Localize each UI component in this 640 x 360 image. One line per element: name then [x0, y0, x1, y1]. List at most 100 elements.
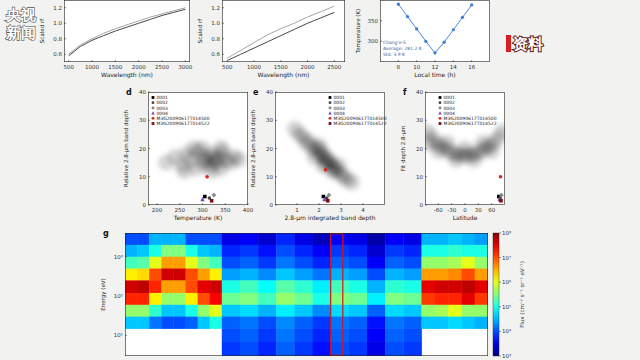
x-axis-label: Temperature (K): [173, 214, 223, 222]
panel-label: e: [253, 88, 259, 97]
x-tick: [319, 203, 320, 205]
heat-cell: [367, 305, 386, 317]
legend-marker: [152, 96, 155, 99]
heat-cell: [149, 293, 162, 305]
heat-cell: [149, 257, 162, 269]
heat-cell: [149, 317, 162, 329]
y-tick-label: 10: [416, 174, 423, 180]
panel: 0001000200030004M3G20090617T014500M3G200…: [123, 88, 254, 222]
heat-cell: [258, 245, 277, 257]
heat-cell: [222, 342, 241, 356]
heat-cell: [294, 233, 313, 245]
colorbar-tick: [499, 356, 501, 357]
heat-cell: [137, 305, 150, 317]
heat-cell: [331, 317, 350, 329]
y-tick: [222, 23, 224, 24]
heat-cell: [240, 257, 259, 269]
heat-cell: [385, 269, 404, 281]
heat-cell: [294, 328, 313, 341]
x-tick-label: 2000: [301, 64, 315, 70]
series-line: [69, 9, 186, 56]
legend-label: M3G20090617T014522: [157, 121, 210, 126]
plot-area: [158, 141, 247, 203]
heat-cell: [367, 233, 386, 245]
heat-cell: [403, 328, 422, 341]
x-tick: [185, 60, 186, 62]
heat-cell: [461, 245, 475, 257]
x-tick: [398, 60, 399, 62]
panel: 10³10⁴10⁵10⁶10⁷10⁸Flux (cm⁻² s⁻¹ sr⁻¹ eV…: [100, 229, 525, 359]
heat-cell: [294, 305, 313, 317]
colorbar-tick: [499, 257, 501, 258]
tag-text: 资料: [513, 35, 543, 53]
y-tick-label: 30: [416, 117, 423, 123]
y-tick-label: 10²: [114, 293, 123, 299]
heat-cell: [385, 342, 404, 356]
legend-marker: [329, 117, 332, 120]
plot-area: [425, 124, 505, 203]
panel: 0001000200030004M3G20090617T014500M3G200…: [250, 88, 387, 222]
heat-cell: [385, 328, 404, 341]
x-tick: [297, 203, 298, 205]
heat-cell: [240, 245, 259, 257]
heat-cell: [276, 245, 295, 257]
heat-cell: [331, 269, 350, 281]
heat-cell: [137, 317, 150, 329]
density-point: [231, 152, 247, 168]
heat-cell: [173, 293, 186, 305]
heat-cell: [210, 317, 223, 329]
heat-cell: [475, 280, 488, 293]
heat-cell: [435, 280, 449, 293]
plot-frame: [275, 92, 384, 204]
heat-cell: [161, 293, 174, 305]
y-tick: [222, 38, 224, 39]
heat-cell: [276, 257, 295, 269]
density-point: [439, 135, 455, 151]
colorbar-tick-label: 10⁵: [502, 304, 511, 310]
heat-cell: [294, 317, 313, 329]
panel-label: g: [103, 229, 109, 238]
x-tick-label: 8: [397, 64, 401, 70]
heat-cell: [210, 233, 223, 245]
plot-area: [287, 121, 360, 203]
legend-marker: [151, 106, 155, 110]
heat-cell: [173, 280, 186, 293]
sample-point: [326, 199, 330, 203]
heat-cell: [125, 293, 138, 305]
colorbar-tick: [499, 331, 501, 332]
heat-cell: [198, 269, 211, 281]
plot-frame: [125, 233, 487, 355]
heat-cell: [421, 269, 435, 281]
y-tick-label: 20: [416, 146, 423, 152]
heat-cell: [367, 317, 386, 329]
heat-cell: [161, 280, 174, 293]
heat-cell: [186, 257, 199, 269]
x-tick: [465, 203, 466, 205]
heat-cell: [448, 305, 462, 317]
sample-point: [203, 195, 207, 199]
heat-cell: [435, 233, 449, 245]
heat-cell: [448, 269, 462, 281]
legend-marker: [152, 101, 155, 104]
y-tick: [425, 120, 427, 121]
y-tick-label: 0: [270, 202, 274, 208]
x-tick: [478, 203, 479, 205]
x-tick: [248, 203, 249, 205]
y-tick-label: 1.2: [53, 5, 62, 11]
x-tick-label: 1000: [247, 64, 261, 70]
heat-cell: [161, 317, 174, 329]
heat-cell: [240, 305, 259, 317]
legend-marker: [152, 117, 155, 120]
legend-marker: [438, 106, 442, 110]
heat-cell: [448, 317, 462, 329]
heat-cell: [461, 233, 475, 245]
logo-text: 央视: [5, 6, 36, 24]
x-tick: [471, 60, 472, 62]
heat-cell: [349, 233, 368, 245]
x-tick-label: 1000: [85, 64, 99, 70]
heat-cell: [461, 257, 475, 269]
plot-background: [125, 233, 488, 356]
heat-cell: [349, 317, 368, 329]
x-tick-label: 3: [339, 207, 343, 213]
legend-marker: [328, 106, 332, 110]
